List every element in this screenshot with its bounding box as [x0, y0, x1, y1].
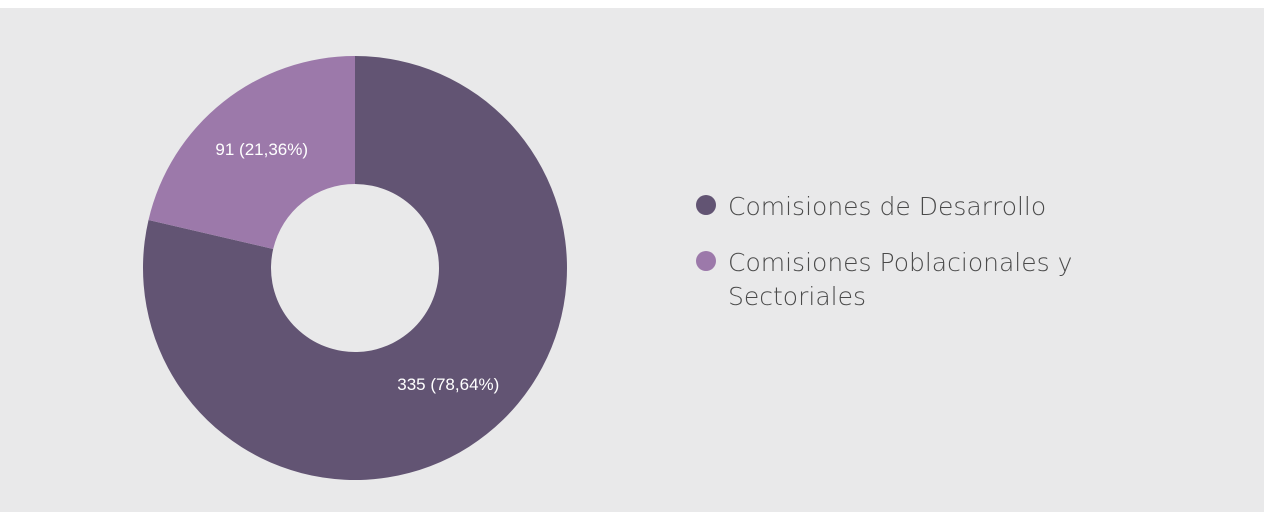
data-label: 335 (78,64%) [397, 375, 499, 394]
data-label: 91 (21,36%) [215, 140, 308, 159]
legend-label: Comisiones de Desarrollo [728, 192, 1047, 221]
donut-slice [143, 56, 567, 480]
legend-swatch [696, 251, 716, 271]
legend-item: Comisiones de Desarrollo [696, 190, 1136, 224]
legend-item: Comisiones Poblacionales y Sectoriales [696, 246, 1136, 314]
legend: Comisiones de Desarrollo Comisiones Pobla… [696, 190, 1136, 336]
donut-slice [148, 56, 355, 249]
legend-label: Comisiones Poblacionales y Sectoriales [728, 248, 1073, 311]
legend-swatch [696, 195, 716, 215]
